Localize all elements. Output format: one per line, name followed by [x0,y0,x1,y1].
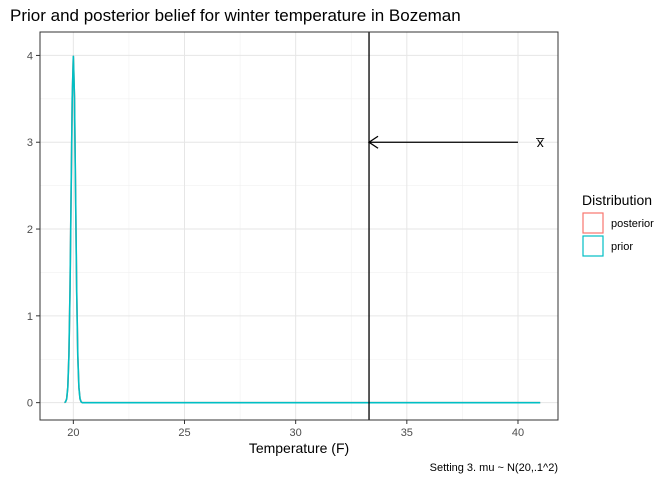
x-tick-label: 35 [401,427,413,439]
legend-key-prior [582,235,604,257]
chart-caption: Setting 3. mu ~ N(20,.1^2) [430,462,558,474]
reference-line-layer: x̅ [367,32,545,420]
x-tick-label: 30 [290,427,302,439]
x-tick-label: 20 [67,427,79,439]
plot-panel [40,32,558,420]
x-axis-title: Temperature (F) [249,440,349,456]
axes: 20 25 30 35 40 0 1 2 3 4 [27,50,524,439]
y-tick-label: 3 [27,137,33,149]
legend-title: Distribution [582,192,652,208]
legend-key-posterior [582,212,604,234]
sample-mean-label: x̅ [535,134,545,150]
y-tick-label: 0 [27,398,33,410]
series-line-prior [63,55,541,404]
legend-label-posterior: posterior [611,218,654,230]
legend-label-prior: prior [611,241,633,253]
arrow-head [367,135,379,149]
x-tick-label: 40 [512,427,524,439]
y-tick-label: 2 [27,224,33,236]
legend: Distribution posterior prior [582,192,654,257]
y-tick-label: 1 [27,311,33,323]
series-layer [63,55,541,404]
chart-title: Prior and posterior belief for winter te… [10,6,461,25]
panel-border [39,31,559,421]
x-tick-label: 25 [178,427,190,439]
y-tick-label: 4 [27,50,33,62]
